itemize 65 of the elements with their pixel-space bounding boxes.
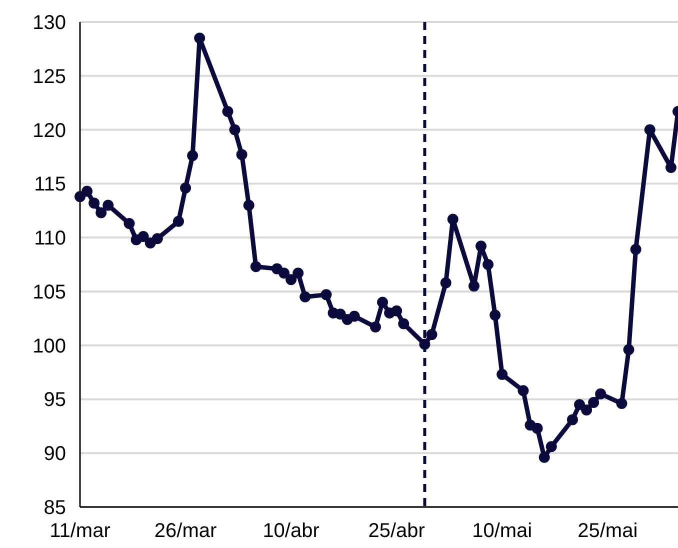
point bbox=[476, 240, 487, 252]
point bbox=[595, 388, 606, 400]
point bbox=[320, 289, 332, 300]
y-tick-label: 100 bbox=[32, 335, 66, 358]
y-tick-label: 120 bbox=[32, 120, 66, 142]
point bbox=[82, 186, 93, 197]
point bbox=[496, 368, 508, 380]
y-tick-label: 130 bbox=[32, 12, 66, 34]
point bbox=[419, 338, 430, 350]
point bbox=[447, 214, 458, 225]
point bbox=[574, 399, 586, 410]
point bbox=[194, 32, 206, 44]
point bbox=[250, 261, 262, 272]
point bbox=[616, 398, 628, 410]
point bbox=[538, 452, 550, 463]
point bbox=[292, 268, 304, 279]
y-tick-label: 95 bbox=[44, 389, 66, 412]
y-tick-label: 90 bbox=[44, 443, 66, 466]
point bbox=[88, 198, 100, 209]
point bbox=[236, 149, 248, 160]
x-tick-label: 25/mai bbox=[578, 520, 638, 542]
point bbox=[630, 244, 642, 255]
x-tick-label: 25/abr bbox=[368, 520, 426, 542]
point bbox=[243, 200, 254, 211]
point bbox=[348, 310, 360, 322]
point bbox=[300, 291, 311, 302]
point bbox=[187, 150, 198, 162]
point bbox=[518, 385, 529, 396]
point bbox=[644, 124, 656, 136]
point bbox=[566, 414, 578, 426]
y-tick-label: 125 bbox=[32, 66, 66, 88]
point bbox=[229, 124, 240, 136]
point bbox=[482, 259, 494, 270]
x-tick-label: 10/mai bbox=[472, 520, 532, 542]
point bbox=[172, 216, 184, 227]
point bbox=[102, 200, 114, 211]
point bbox=[222, 106, 234, 117]
point bbox=[532, 422, 543, 434]
point bbox=[138, 230, 149, 242]
y-tick-label: 110 bbox=[34, 228, 66, 250]
point bbox=[665, 162, 676, 173]
y-tick-label: 105 bbox=[32, 281, 66, 304]
point bbox=[426, 329, 438, 340]
y-tick-label: 115 bbox=[34, 174, 66, 196]
point bbox=[391, 305, 402, 316]
point bbox=[440, 277, 452, 288]
point bbox=[278, 268, 290, 279]
point bbox=[377, 296, 388, 308]
point bbox=[398, 318, 410, 330]
point bbox=[180, 182, 192, 194]
x-tick-label: 11/mar bbox=[50, 520, 111, 542]
x-tick-label: 10/abr bbox=[262, 520, 320, 542]
point bbox=[152, 233, 163, 244]
point bbox=[581, 404, 592, 416]
point bbox=[370, 322, 381, 333]
x-tick-label: 26/mar bbox=[154, 520, 217, 542]
y-tick-label: 85 bbox=[44, 497, 66, 519]
point bbox=[623, 344, 634, 356]
point bbox=[468, 280, 480, 292]
point bbox=[124, 218, 135, 230]
point bbox=[96, 207, 107, 218]
point bbox=[286, 274, 297, 286]
point bbox=[546, 441, 557, 452]
point bbox=[588, 396, 600, 408]
point bbox=[490, 310, 501, 321]
